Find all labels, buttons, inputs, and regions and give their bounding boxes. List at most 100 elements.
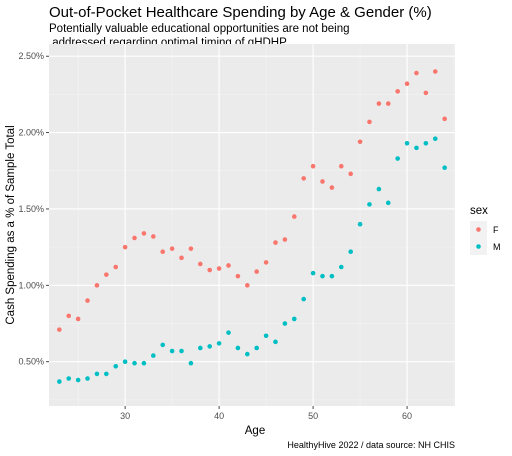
data-point-f	[367, 119, 372, 125]
data-point-f	[385, 101, 391, 106]
data-point-f	[338, 163, 344, 169]
chart-subtitle-line-1: Potentially valuable educational opportu…	[49, 23, 350, 35]
data-point-m	[122, 359, 128, 365]
data-point-f	[395, 89, 400, 94]
legend-label-m: M	[493, 242, 501, 252]
data-point-m	[348, 249, 353, 255]
data-point-f	[141, 231, 147, 236]
data-point-m	[188, 360, 194, 366]
data-point-f	[113, 264, 119, 270]
data-point-m	[216, 341, 222, 346]
data-point-f	[376, 101, 382, 106]
data-point-m	[263, 333, 269, 339]
data-point-f	[282, 237, 288, 242]
x-tick-label: 50	[308, 411, 318, 421]
data-point-f	[301, 176, 306, 181]
data-point-m	[132, 360, 137, 366]
x-tick-label: 60	[402, 411, 412, 421]
data-point-m	[57, 379, 62, 384]
data-point-f	[432, 69, 438, 74]
series-m	[57, 136, 447, 384]
data-point-f	[169, 246, 175, 251]
data-point-m	[432, 136, 438, 142]
data-point-m	[291, 316, 297, 322]
data-point-f	[442, 116, 447, 122]
data-point-f	[245, 283, 250, 288]
data-point-m	[310, 270, 316, 276]
data-point-m	[235, 345, 241, 351]
data-point-f	[66, 313, 72, 319]
data-point-f	[414, 70, 419, 76]
data-point-m	[414, 145, 419, 151]
data-point-m	[442, 165, 447, 171]
data-point-f	[188, 246, 194, 251]
data-point-f	[226, 263, 231, 268]
legend-marker-m	[476, 244, 481, 249]
data-point-f	[348, 171, 353, 177]
legend-marker-f	[476, 227, 481, 232]
data-point-m	[141, 360, 147, 366]
y-axis-ticks: 0.50% 1.00% 1.50% 2.00% 2.50%	[18, 51, 49, 367]
data-point-f	[404, 81, 410, 87]
data-point-f	[263, 260, 269, 265]
data-point-f	[320, 179, 325, 184]
data-point-f	[207, 267, 213, 273]
x-tick-label: 40	[214, 411, 224, 421]
data-point-m	[423, 140, 429, 146]
data-point-m	[320, 273, 325, 279]
data-point-f	[235, 273, 241, 279]
x-axis-title: Age	[245, 425, 265, 437]
data-point-f	[122, 244, 128, 250]
data-point-f	[85, 298, 90, 303]
data-point-m	[329, 273, 335, 279]
data-point-m	[282, 321, 288, 326]
data-point-f	[357, 139, 363, 145]
data-point-f	[216, 266, 222, 271]
data-point-f	[310, 163, 316, 169]
chart-title: Out-of-Pocket Healthcare Spending by Age…	[49, 4, 432, 21]
plot-panel	[49, 44, 455, 406]
data-point-m	[169, 348, 175, 354]
data-point-m	[104, 371, 109, 377]
data-point-m	[85, 376, 90, 381]
data-point-m	[207, 344, 213, 349]
y-axis-title: Cash Spending as a % of Sample Total	[5, 125, 17, 324]
y-tick-label: 2.00%	[18, 128, 44, 138]
x-tick-label: 30	[120, 411, 130, 421]
data-point-f	[160, 249, 166, 255]
y-tick-label: 1.00%	[18, 280, 44, 290]
y-tick-label: 0.50%	[18, 357, 44, 367]
data-point-m	[385, 200, 391, 206]
data-point-m	[66, 376, 72, 381]
data-point-f	[254, 269, 259, 274]
data-point-m	[376, 186, 382, 192]
data-point-m	[338, 264, 344, 270]
data-point-m	[151, 353, 156, 358]
data-point-f	[151, 234, 156, 239]
data-point-f	[57, 327, 62, 332]
data-point-f	[423, 90, 429, 96]
data-point-f	[104, 272, 109, 277]
data-point-f	[179, 255, 184, 261]
data-point-m	[367, 202, 372, 207]
data-point-m	[226, 330, 231, 335]
x-axis-ticks: 30 40 50 60	[120, 406, 412, 421]
data-point-m	[301, 296, 306, 302]
data-point-m	[160, 342, 166, 348]
data-point-m	[179, 348, 184, 354]
data-point-f	[329, 185, 335, 190]
data-point-m	[395, 156, 400, 161]
y-tick-label: 1.50%	[18, 204, 44, 214]
data-point-m	[113, 363, 119, 369]
data-point-f	[132, 235, 137, 241]
data-point-f	[75, 316, 81, 322]
data-point-f	[273, 240, 278, 245]
data-point-m	[273, 339, 278, 345]
data-point-f	[198, 261, 203, 267]
data-point-m	[245, 351, 250, 357]
chart-caption: HealthyHive 2022 / data source: NH CHIS	[287, 440, 455, 450]
series-f	[57, 69, 447, 332]
data-point-m	[404, 140, 410, 146]
data-point-m	[198, 345, 203, 351]
